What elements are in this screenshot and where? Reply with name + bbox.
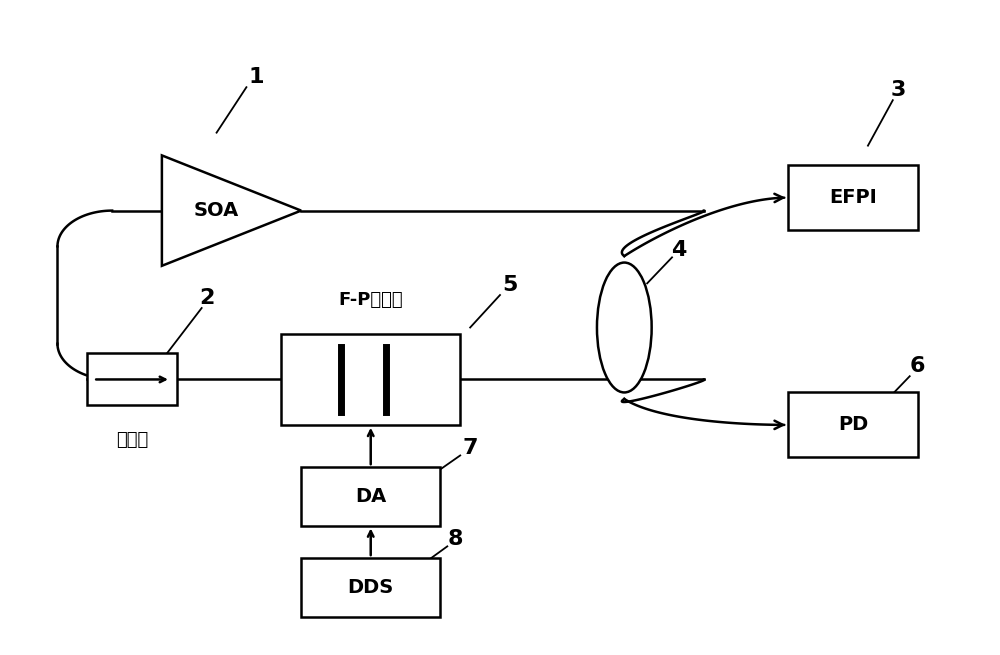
- Bar: [788, 392, 918, 457]
- Text: 8: 8: [448, 529, 463, 549]
- Bar: [301, 467, 440, 525]
- Text: F-P滤波器: F-P滤波器: [338, 291, 403, 309]
- Text: 2: 2: [199, 288, 214, 309]
- Text: EFPI: EFPI: [829, 188, 877, 207]
- Text: 5: 5: [502, 275, 518, 295]
- Bar: [788, 165, 918, 230]
- Text: 7: 7: [462, 438, 478, 458]
- Ellipse shape: [597, 263, 652, 392]
- Text: DA: DA: [355, 487, 386, 506]
- Text: PD: PD: [838, 415, 868, 434]
- Text: 1: 1: [249, 67, 264, 88]
- Text: 6: 6: [910, 356, 925, 377]
- Polygon shape: [162, 155, 301, 266]
- Text: 4: 4: [671, 240, 687, 259]
- Text: 隔离器: 隔离器: [116, 432, 148, 449]
- Bar: [87, 354, 177, 405]
- Text: SOA: SOA: [194, 201, 239, 220]
- Text: 3: 3: [890, 81, 905, 100]
- Bar: [281, 334, 460, 425]
- Bar: [301, 558, 440, 616]
- Text: DDS: DDS: [348, 578, 394, 597]
